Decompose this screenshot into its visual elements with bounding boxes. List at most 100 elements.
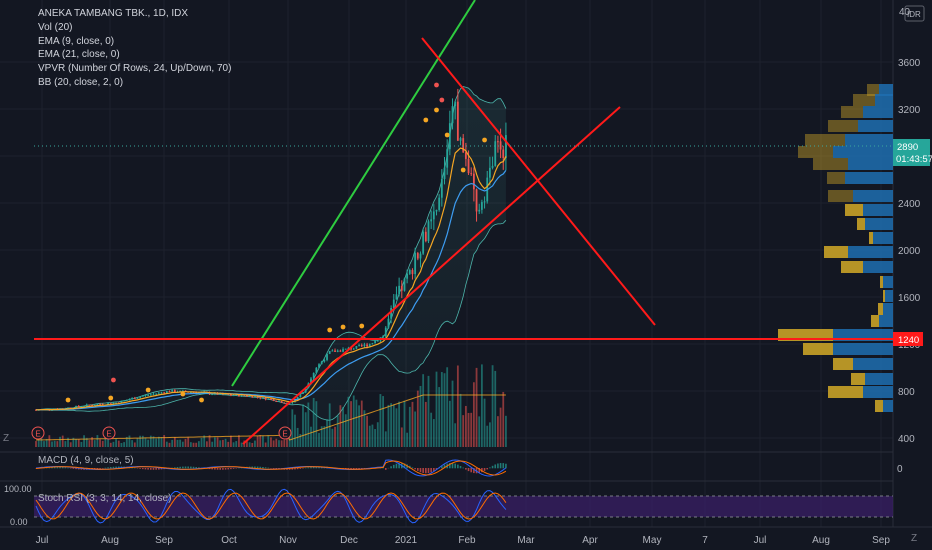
volume-bar [395,408,398,447]
macd-hist-bar [505,463,507,469]
volume-bar [104,437,107,447]
time-tick-label: Sep [155,535,173,546]
volume-bar [219,440,222,447]
candle-body [320,361,323,365]
volume-bar [83,435,85,447]
signal-dots [65,82,487,403]
stoch-band [34,496,893,517]
vp-down-bar [875,400,883,412]
vp-up-bar [879,315,893,327]
volume-bar [392,404,395,447]
macd-hist-bar [262,466,264,469]
candle-body [144,394,147,396]
candle-body [67,407,69,409]
legend-ema9[interactable]: EMA (9, close, 0) [38,35,115,47]
macd-hist-bar [499,463,502,469]
price-tick-label: 800 [898,387,915,398]
volume-bar [430,412,433,447]
green-trend-line[interactable] [231,0,476,387]
volume-bar [283,439,286,447]
macd-hist-bar [318,466,320,469]
volume-bar [120,442,123,447]
volume-bar [310,426,312,447]
candle-body [376,340,379,342]
earnings-marker [102,426,116,440]
volume-bar [299,433,302,447]
volume-bar [398,401,401,447]
volume-bar [419,385,422,447]
candle-body [398,285,401,295]
candle-body [499,141,502,150]
signal-dot [434,107,439,113]
volume-bar [61,435,64,447]
time-tick-label: Feb [458,535,476,546]
candle-body [267,398,270,400]
stoch-rsi-label[interactable]: Stoch RSI (3, 3, 14, 14, close) [38,493,172,504]
macd-hist-bar [486,468,489,470]
currency-badge[interactable]: IDR [904,5,925,22]
macd-hist-bar [155,468,157,470]
volume-bar [189,442,192,447]
macd-hist-bar [152,468,155,470]
time-tick-label: Apr [582,535,598,546]
candle-body [387,318,390,328]
volume-bar [75,439,77,447]
volume-bar [291,409,294,447]
macd-label[interactable]: MACD (4, 9, close, 5) [38,455,134,466]
candle-body [109,403,112,405]
candle-body [392,299,395,309]
time-axis[interactable]: Jul Aug Sep Oct Nov Dec 2021 Feb Mar Apr May 7 Jul Au… [36,535,891,546]
candle-body [107,403,109,405]
macd-hist-bar [150,468,152,470]
time-tick-label: Aug [812,535,830,546]
macd-hist-bar [222,468,224,470]
macd-hist-bar [473,468,475,474]
zoom-button-left[interactable]: Z [3,433,9,444]
candle-body [382,336,384,338]
zoom-button-right[interactable]: Z [911,533,917,544]
macd-hist-bar [457,464,459,469]
volume-bar [238,435,240,447]
macd-hist-bar [395,463,398,469]
macd-hist-bar [230,468,232,470]
volume-bar [67,437,69,447]
ema9-line [36,147,507,411]
macd-hist-bar [184,466,187,469]
volume-bar [422,374,425,447]
macd-hist-bar [272,468,275,469]
volume-bar [93,440,96,447]
legend-vpvr[interactable]: VPVR (Number Of Rows, 24, Up/Down, 70) [38,63,232,75]
red-support-trend-line[interactable] [242,106,621,445]
volume-bar [240,442,243,447]
signal-dot [108,395,114,401]
macd-hist-bar [497,463,499,469]
macd-hist-bar [115,466,117,469]
earnings-marker-letter: E [282,430,287,439]
volume-bar [37,435,40,447]
legend-vol[interactable]: Vol (20) [38,21,73,33]
vp-down-bar [845,204,863,216]
red-resistance-trend-line[interactable] [421,37,656,326]
signal-dot [460,167,466,173]
volume-bar [302,404,304,447]
volume-bar [35,441,37,447]
volume-bar [443,373,446,447]
volume-bar [248,442,251,447]
time-tick-label: Nov [279,535,297,546]
candle-body [224,393,227,395]
legend-ema21[interactable]: EMA (21, close, 0) [38,49,120,61]
volume-bar [80,441,83,447]
macd-hist-bar [483,468,486,471]
candle-body [133,398,136,400]
candle-body [334,350,336,352]
last-price-tag: 2890 01:43:57 [893,139,932,166]
symbol-title[interactable]: ANEKA TAMBANG TBK., 1D, IDX [38,8,189,19]
vp-up-bar [865,218,893,230]
volume-bar [72,437,75,447]
volume-bar [168,442,171,447]
candle-body [248,395,251,397]
macd-hist-bar [61,467,64,469]
macd-hist-bar [264,467,267,469]
macd-hist-bar [216,468,219,470]
legend-bb[interactable]: BB (20, close, 2, 0) [38,76,124,88]
